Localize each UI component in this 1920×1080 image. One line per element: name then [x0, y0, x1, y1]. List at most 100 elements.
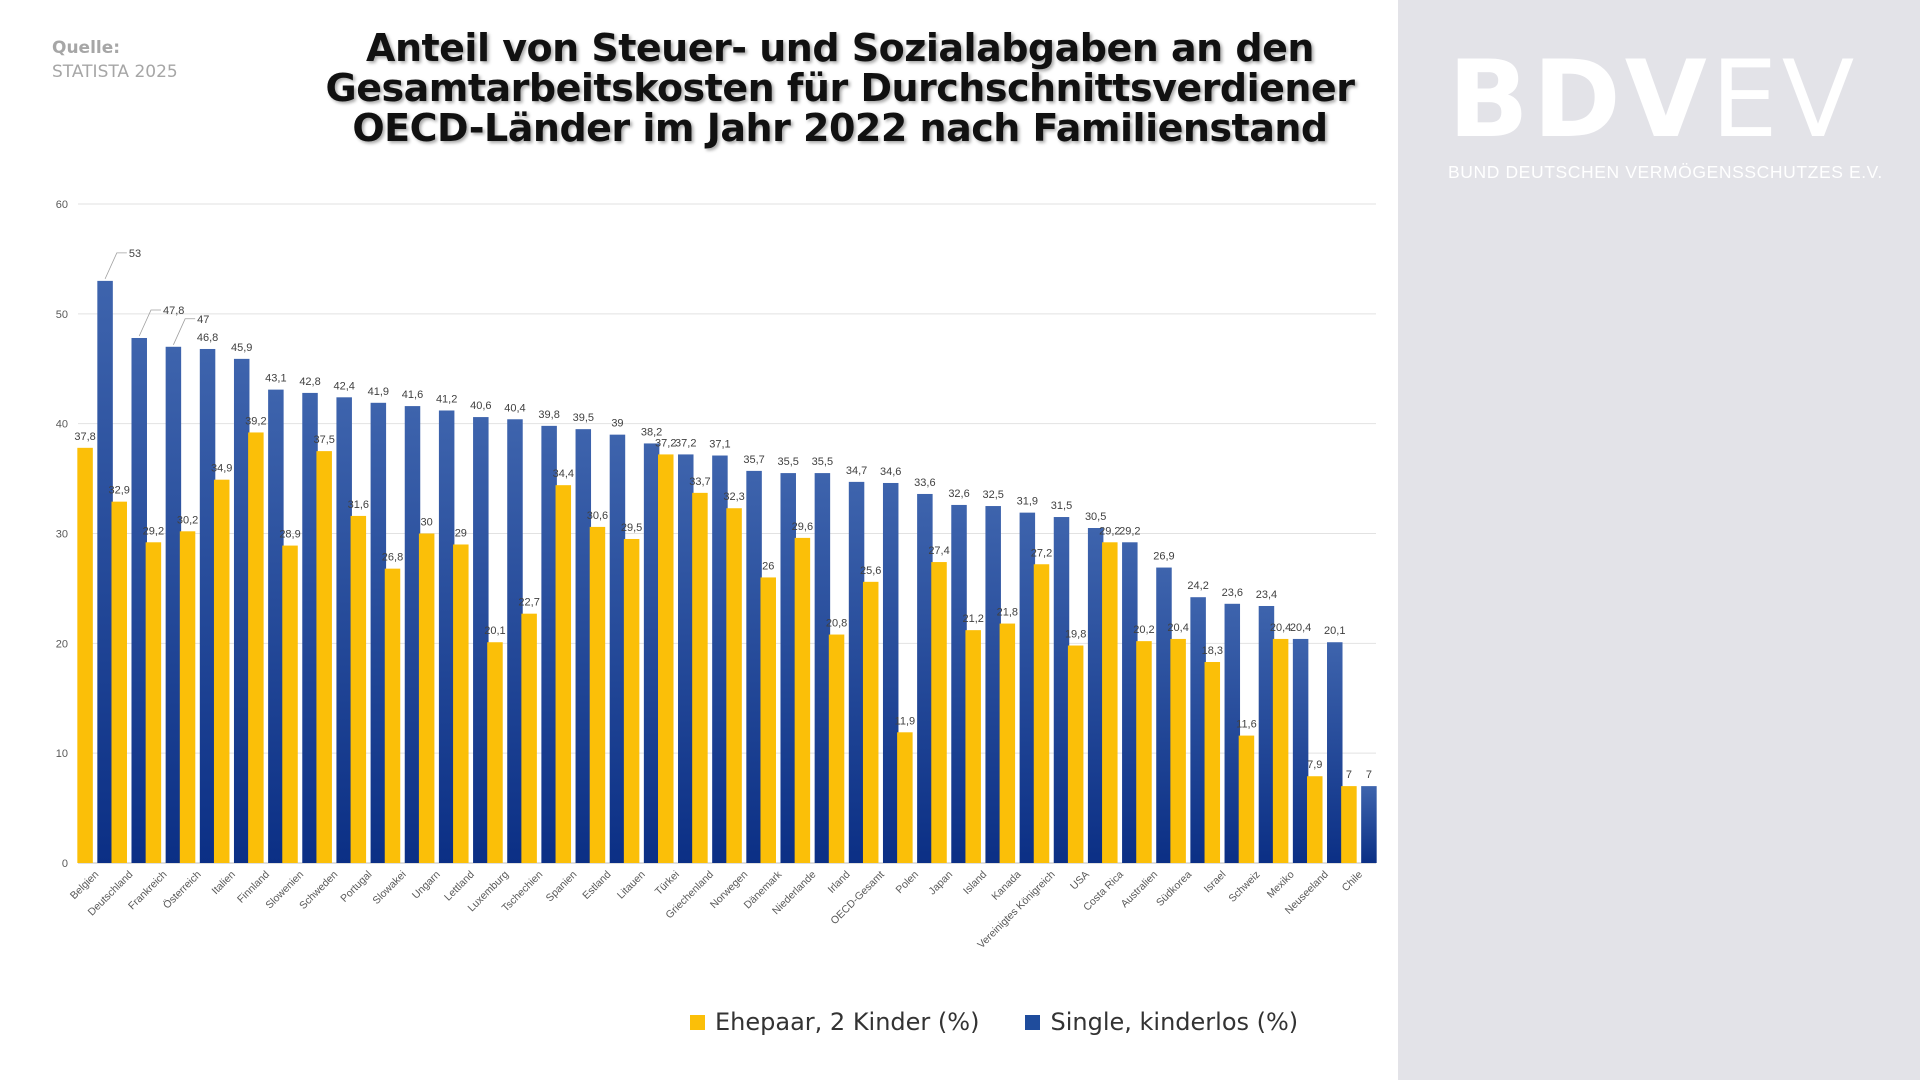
bar-single [712, 455, 728, 863]
data-label: 11,9 [895, 715, 916, 727]
data-label: 25,6 [860, 565, 881, 577]
logo-subtitle: BUND DEUTSCHEN VERMÖGENSSCHUTZES E.V. [1448, 162, 1883, 182]
data-label: 42,8 [299, 376, 320, 388]
x-tick-label: Israel [1202, 869, 1229, 896]
bar-married [384, 568, 401, 863]
data-label: 41,2 [436, 393, 457, 405]
bar-single [814, 473, 831, 863]
x-tick-label: Australien [1119, 869, 1161, 911]
source-label: Quelle: [52, 38, 121, 58]
data-label: 39 [611, 418, 623, 430]
background-panel [1398, 0, 1920, 1080]
data-label: 53 [129, 248, 141, 260]
data-label: 43,1 [265, 373, 286, 385]
data-label: 29,2 [1119, 525, 1140, 537]
y-tick-label: 30 [56, 529, 68, 541]
bar-married [1238, 735, 1255, 863]
bar-married [965, 630, 981, 863]
x-tick-label: Belgien [68, 869, 101, 902]
x-tick-label: Spanien [544, 869, 580, 905]
bar-married [248, 432, 264, 863]
data-label: 26,9 [1153, 551, 1174, 563]
legend-item-single: Single, kinderlos (%) [1025, 1008, 1298, 1036]
data-label: 23,4 [1256, 589, 1277, 601]
title-line-2: Gesamtarbeitskosten für Durchschnittsver… [325, 66, 1355, 110]
data-label: 30 [421, 517, 433, 529]
bar-married [1307, 776, 1323, 863]
leader-line [173, 318, 196, 345]
bar-single [1224, 603, 1241, 863]
legend-label-married: Ehepaar, 2 Kinder (%) [715, 1008, 980, 1036]
bar-single [268, 389, 284, 863]
data-label: 47,8 [163, 305, 184, 317]
bars [77, 280, 1377, 864]
bar-married [1102, 542, 1118, 863]
x-tick-label: Ungarn [410, 869, 443, 902]
bar-single [1327, 642, 1343, 863]
bar-married [282, 545, 298, 863]
data-label: 30,2 [177, 514, 198, 526]
data-label: 26,8 [382, 552, 403, 564]
chart-title: Anteil von Steuer- und Sozialabgaben an … [290, 28, 1390, 148]
bar-married [555, 485, 572, 863]
data-label: 29,2 [1099, 525, 1120, 537]
y-tick-label: 0 [62, 858, 68, 870]
x-tick-label: Chile [1340, 869, 1366, 895]
bar-single [1122, 542, 1138, 863]
bar-married [862, 581, 879, 863]
y-axis: 0 10 20 30 40 50 60 [56, 199, 68, 870]
bar-married [77, 447, 93, 863]
bar-married [145, 542, 162, 863]
bar-married [487, 642, 503, 863]
bar-single [678, 454, 694, 863]
legend-label-single: Single, kinderlos (%) [1050, 1008, 1299, 1036]
bar-single [780, 473, 796, 863]
bar-married [828, 634, 845, 863]
data-label: 47 [197, 314, 209, 326]
bar-married [897, 732, 913, 863]
data-label: 7 [1366, 769, 1372, 781]
x-tick-label: Türkei [653, 869, 682, 898]
bar-married [111, 501, 127, 863]
data-label: 11,6 [1236, 719, 1257, 731]
bar-single [507, 419, 523, 863]
legend-swatch-single [1025, 1014, 1041, 1030]
bar-single [370, 402, 387, 863]
x-tick-label: Litauen [615, 869, 648, 902]
bar-single [131, 337, 147, 863]
bar-single [1190, 597, 1206, 863]
data-label: 29,6 [792, 521, 813, 533]
data-label: 18,3 [1202, 645, 1223, 657]
x-tick-label: Japan [926, 869, 955, 898]
bar-married [999, 623, 1016, 863]
x-tick-label: Kanada [989, 869, 1023, 903]
bar-single [1156, 567, 1172, 863]
data-label: 40,4 [504, 402, 525, 414]
data-label: 37,2 [655, 437, 676, 449]
data-label: 37,1 [709, 439, 730, 451]
data-label: 27,2 [1031, 547, 1052, 559]
bar-single [1361, 786, 1377, 863]
bar-single [1258, 605, 1275, 863]
data-label: 39,5 [573, 412, 594, 424]
data-label: 31,9 [1017, 496, 1038, 508]
data-label: 42,4 [333, 380, 354, 392]
data-label: 32,6 [948, 488, 969, 500]
leader-line [104, 252, 127, 280]
bar-married [692, 492, 708, 863]
data-label: 32,9 [109, 485, 130, 497]
x-tick-label: Slowakei [370, 869, 408, 907]
data-label: 33,7 [689, 476, 710, 488]
legend: Ehepaar, 2 Kinder (%) Single, kinderlos … [690, 1008, 1298, 1036]
bar-married [589, 526, 606, 863]
y-tick-label: 20 [56, 638, 68, 650]
data-label: 21,2 [962, 613, 983, 625]
x-tick-label: Estland [580, 869, 613, 902]
data-label: 34,4 [553, 468, 574, 480]
x-tick-label: Südkorea [1154, 869, 1194, 909]
x-tick-label: Portugal [338, 869, 374, 905]
bar-married [1341, 786, 1357, 863]
bar-single [609, 434, 626, 863]
data-label: 29 [455, 527, 467, 539]
y-tick-label: 40 [56, 419, 68, 431]
